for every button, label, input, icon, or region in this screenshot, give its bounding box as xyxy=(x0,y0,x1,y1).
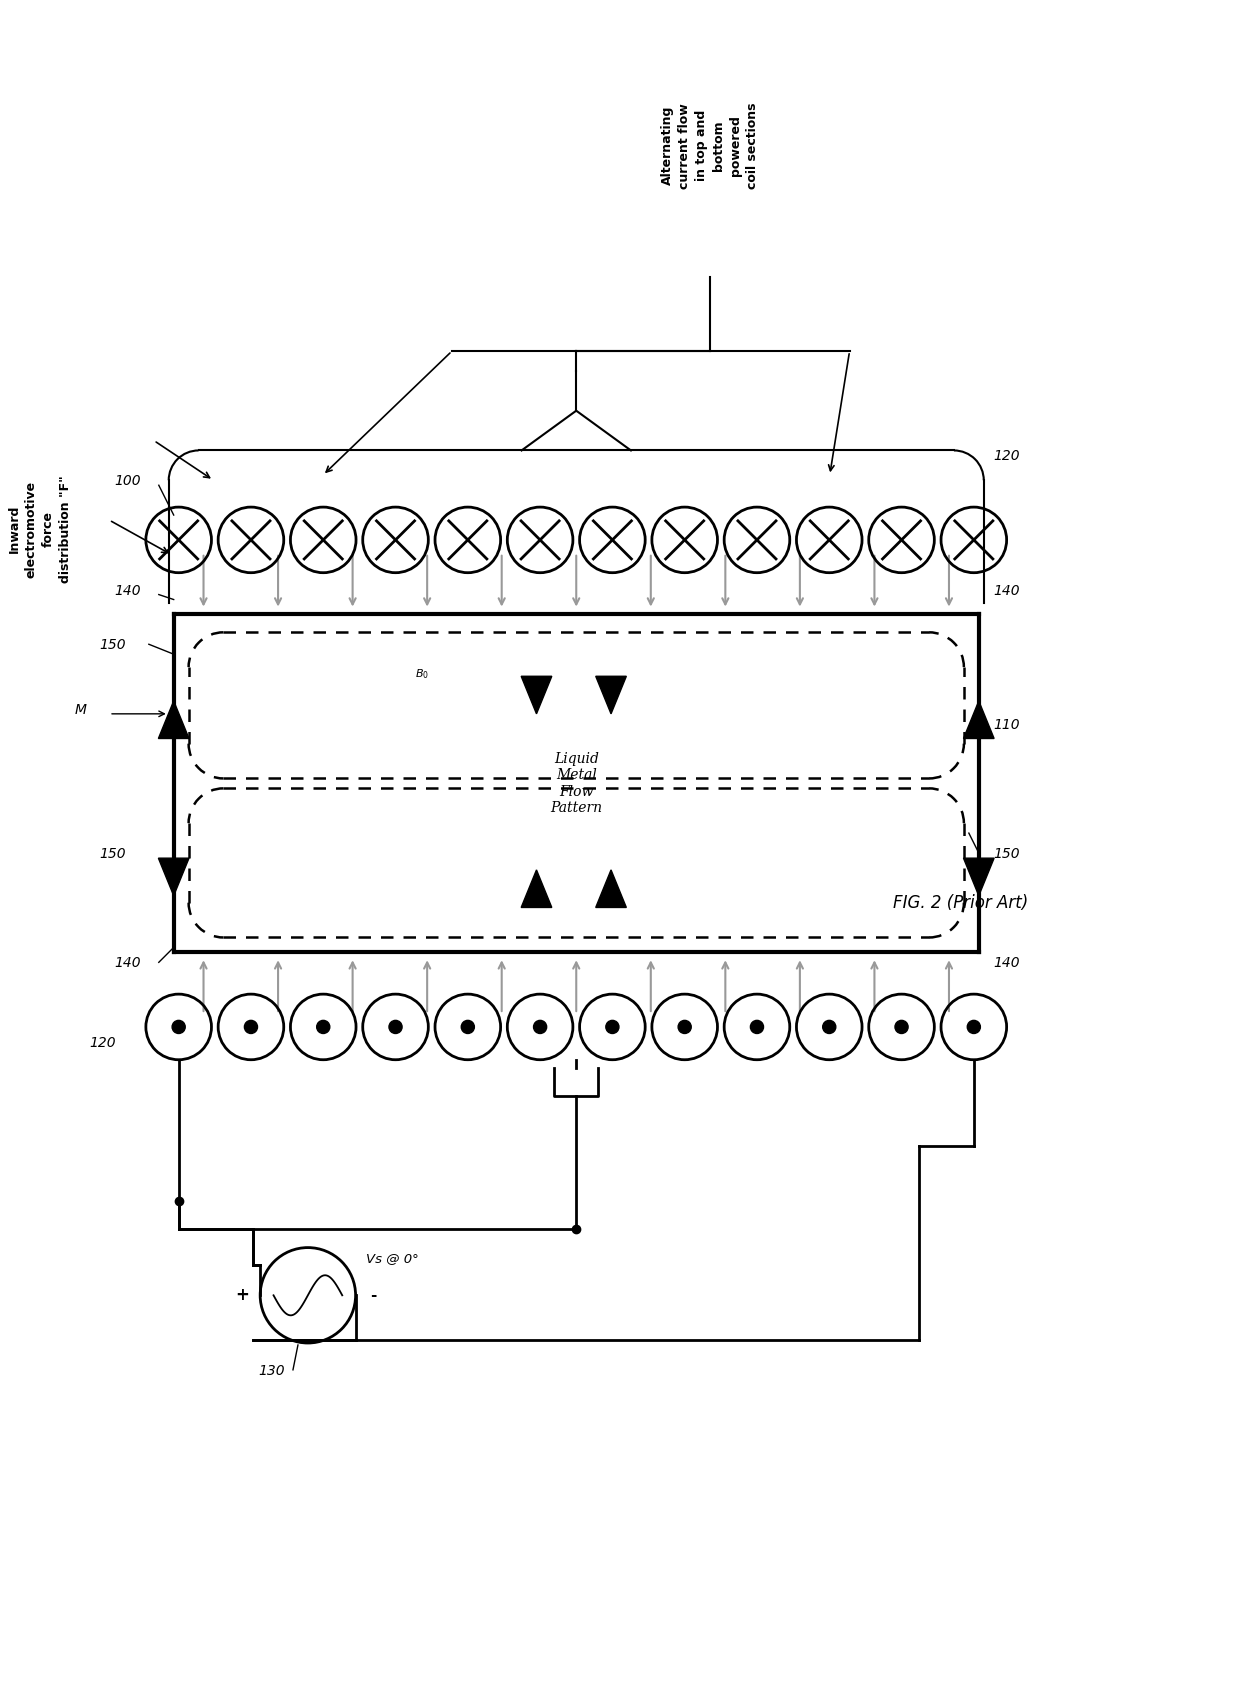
Circle shape xyxy=(389,1020,402,1034)
Polygon shape xyxy=(159,702,188,739)
Text: 140: 140 xyxy=(114,584,140,598)
Circle shape xyxy=(244,1020,258,1034)
Text: 100: 100 xyxy=(114,473,140,489)
Text: $B_0$: $B_0$ xyxy=(415,668,429,681)
Text: FIG. 2 (Prior Art): FIG. 2 (Prior Art) xyxy=(893,894,1028,911)
Circle shape xyxy=(822,1020,836,1034)
Text: Inward
electromotive
force
distribution "F": Inward electromotive force distribution … xyxy=(7,475,72,582)
Text: 120: 120 xyxy=(89,1035,115,1049)
Polygon shape xyxy=(521,870,552,908)
Text: 150: 150 xyxy=(99,639,125,652)
Polygon shape xyxy=(963,702,994,739)
Text: Alternating
current flow
in top and
bottom
powered
coil sections: Alternating current flow in top and bott… xyxy=(661,102,759,189)
Text: 120: 120 xyxy=(993,450,1021,463)
Circle shape xyxy=(750,1020,764,1034)
Text: 150: 150 xyxy=(993,846,1021,862)
Text: +: + xyxy=(236,1286,249,1304)
Text: 110: 110 xyxy=(993,717,1021,732)
Circle shape xyxy=(461,1020,475,1034)
Circle shape xyxy=(678,1020,691,1034)
Text: 140: 140 xyxy=(993,957,1021,971)
Circle shape xyxy=(967,1020,981,1034)
Text: Vs @ 0°: Vs @ 0° xyxy=(366,1252,418,1265)
Text: M: M xyxy=(74,703,87,717)
Text: 140: 140 xyxy=(114,957,140,971)
Circle shape xyxy=(172,1020,185,1034)
Circle shape xyxy=(606,1020,619,1034)
Text: 140: 140 xyxy=(993,584,1021,598)
Circle shape xyxy=(316,1020,330,1034)
Polygon shape xyxy=(595,870,626,908)
Polygon shape xyxy=(159,858,188,896)
Circle shape xyxy=(895,1020,908,1034)
Text: Liquid
Metal
Flow
Pattern: Liquid Metal Flow Pattern xyxy=(551,753,603,814)
Text: -: - xyxy=(371,1287,377,1303)
Polygon shape xyxy=(595,676,626,714)
Circle shape xyxy=(533,1020,547,1034)
Polygon shape xyxy=(521,676,552,714)
Polygon shape xyxy=(963,858,994,896)
Text: 130: 130 xyxy=(258,1364,285,1378)
Text: 150: 150 xyxy=(99,846,125,862)
